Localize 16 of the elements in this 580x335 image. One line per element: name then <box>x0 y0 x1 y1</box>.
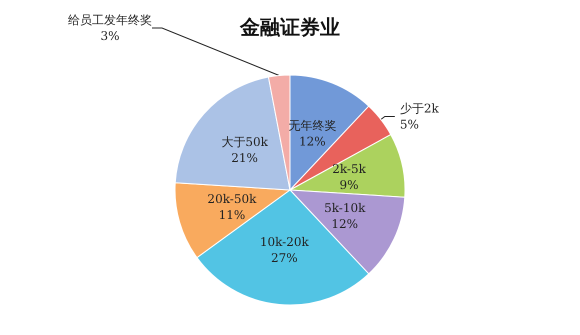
data-label: 9% <box>340 178 359 192</box>
slice-label: 大于50k <box>221 134 269 149</box>
data-label: 21% <box>231 150 258 165</box>
data-label: 11% <box>218 208 246 222</box>
data-label: 12% <box>298 134 326 149</box>
chart-title: 金融证券业 <box>239 15 340 39</box>
slice-label: 2k-5k <box>332 162 367 176</box>
slice-label: 少于2k <box>400 101 440 116</box>
slice-label: 给员工发年终奖 <box>68 13 152 27</box>
slice-label: 5k-10k <box>324 200 366 215</box>
data-label: 12% <box>331 216 358 231</box>
data-label: 27% <box>270 251 298 266</box>
slice-label: 20k-50k <box>207 192 258 206</box>
slice-label: 10k-20k <box>260 235 310 250</box>
data-label: 5% <box>400 117 419 132</box>
data-label: 3% <box>100 29 120 43</box>
